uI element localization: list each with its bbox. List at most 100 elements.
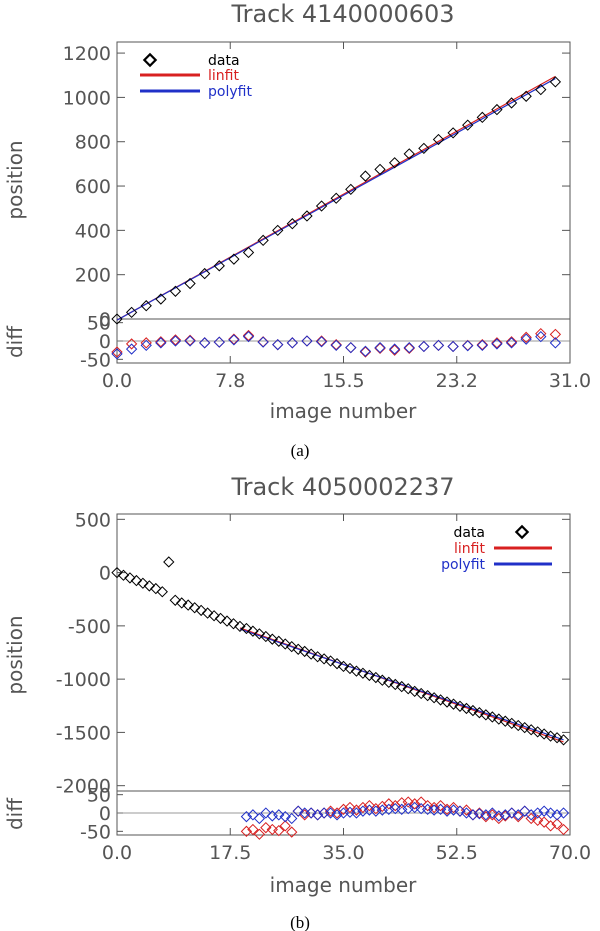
data-point [124, 572, 136, 584]
diff-tick-label: 50 [87, 313, 111, 335]
linfit-diff-point [374, 342, 386, 354]
caption-a: (a) [291, 441, 310, 460]
data-point [491, 103, 503, 116]
polyfit-diff-point [432, 339, 445, 352]
data-point [189, 602, 201, 614]
x-tick-label: 23.2 [436, 370, 478, 392]
data-point [163, 556, 175, 568]
data-point [432, 133, 445, 146]
legend-polyfit-label: polyfit [441, 557, 485, 573]
polyfit-diff-point [330, 339, 342, 352]
data-point [388, 157, 401, 169]
data-point [374, 163, 386, 176]
legend-b: data linfit polyfit [441, 524, 552, 573]
data-point [257, 234, 269, 246]
polyfit-diff-point [344, 806, 356, 818]
linfit-diff-point [257, 336, 269, 348]
polyfit-diff-point [125, 343, 138, 355]
y-tick-label: -1500 [56, 722, 111, 744]
data-point [520, 90, 532, 102]
data-point [279, 638, 291, 650]
legend-linfit-label: linfit [208, 68, 239, 84]
polyfit-diff-point [374, 341, 386, 354]
data-point [331, 658, 343, 670]
linfit-diff-point [520, 331, 532, 343]
linfit-diff-point [184, 334, 196, 346]
linfit-diff-point [199, 337, 211, 349]
polyfit-diff-point [535, 330, 547, 343]
data-point [447, 127, 459, 139]
polyfit-diff-point [111, 348, 123, 360]
data-points-b [111, 556, 570, 746]
linfit-diff-point [388, 344, 401, 356]
y-tick-label: 400 [75, 220, 111, 242]
polyfit-diff-point [228, 334, 240, 346]
polyfit-diff-point [199, 337, 211, 349]
data-point [272, 224, 284, 237]
data-point [253, 628, 266, 640]
fit-lines-a [116, 75, 556, 321]
diff-tick-label: 50 [87, 785, 111, 807]
chart-title-b: Track 4050002237 [230, 473, 454, 501]
y-tick-label: 0 [99, 563, 111, 585]
linfit-diff-point [359, 346, 372, 358]
data-point [169, 285, 182, 297]
ticks-b: 0.0 17.5 35.0 52.5 70.05000-500-1000-1500-20… [56, 509, 591, 864]
y-tick-label: 0 [99, 309, 111, 331]
data-point [286, 218, 299, 230]
y-tick-label: -1000 [56, 669, 111, 691]
y-tick-label: -2000 [56, 776, 111, 798]
x-tick-label: 0.0 [102, 842, 132, 864]
panel-b: Track 4050002237 position diff image num… [3, 473, 591, 931]
x-tick-label: 15.5 [322, 370, 364, 392]
data-point [214, 612, 227, 625]
polyfit-diff-point [505, 337, 518, 349]
data-point [201, 607, 214, 619]
data-point [403, 148, 415, 160]
linfit-diff-point [228, 333, 240, 345]
polyfit-diff-point [421, 803, 434, 815]
data-point [370, 671, 382, 684]
xlabel-a: image number [270, 399, 417, 423]
linfit-diff-point [286, 826, 298, 838]
linfit-diff-point [403, 342, 415, 354]
polyfit-line [116, 78, 556, 321]
linfit-diff-point [169, 334, 182, 346]
polyfit-diff-point [462, 340, 474, 352]
polyfit-diff-point [345, 341, 357, 354]
plot-area-a [116, 41, 571, 320]
legend-data-label: data [208, 53, 240, 69]
polyfit-diff-point [140, 339, 152, 352]
polyfit-diff-point [396, 803, 408, 815]
polyfit-diff-point [359, 345, 372, 357]
ticks-a: 0.0 7.8 15.5 23.2 31.0 0 200 400 600 800 1000 1200 5… [63, 42, 591, 392]
diff-tick-label: -50 [80, 349, 111, 371]
chart-title-a: Track 4140000603 [230, 0, 454, 28]
data-point [247, 625, 259, 637]
linfit-diff-point [535, 328, 547, 340]
data-point [111, 313, 123, 325]
data-point [140, 300, 152, 312]
polyfit-diff-point [242, 330, 255, 343]
x-tick-label: 7.8 [215, 370, 245, 392]
linfit-diff-point [551, 818, 563, 830]
polyfit-diff-point [299, 807, 311, 819]
diff-tick-label: 0 [99, 331, 111, 353]
polyfit-diff-point [286, 812, 298, 825]
data-point [286, 640, 298, 653]
y-tick-label: 800 [75, 132, 111, 154]
data-point [228, 253, 240, 265]
diff-points-a [111, 328, 562, 360]
polyfit-diff-point [418, 340, 430, 353]
polyfit-diff-point [557, 807, 570, 819]
linfit-diff-point [432, 339, 445, 352]
polyfit-diff-point [376, 804, 388, 816]
data-point [273, 635, 285, 647]
polyfit-diff-point [403, 341, 415, 354]
linfit-diff-point [242, 329, 255, 342]
linfit-diff-point [330, 339, 342, 351]
linfit-diff-point [491, 337, 503, 349]
ylabel-b: position [3, 615, 27, 694]
x-tick-label: 70.0 [549, 842, 591, 864]
